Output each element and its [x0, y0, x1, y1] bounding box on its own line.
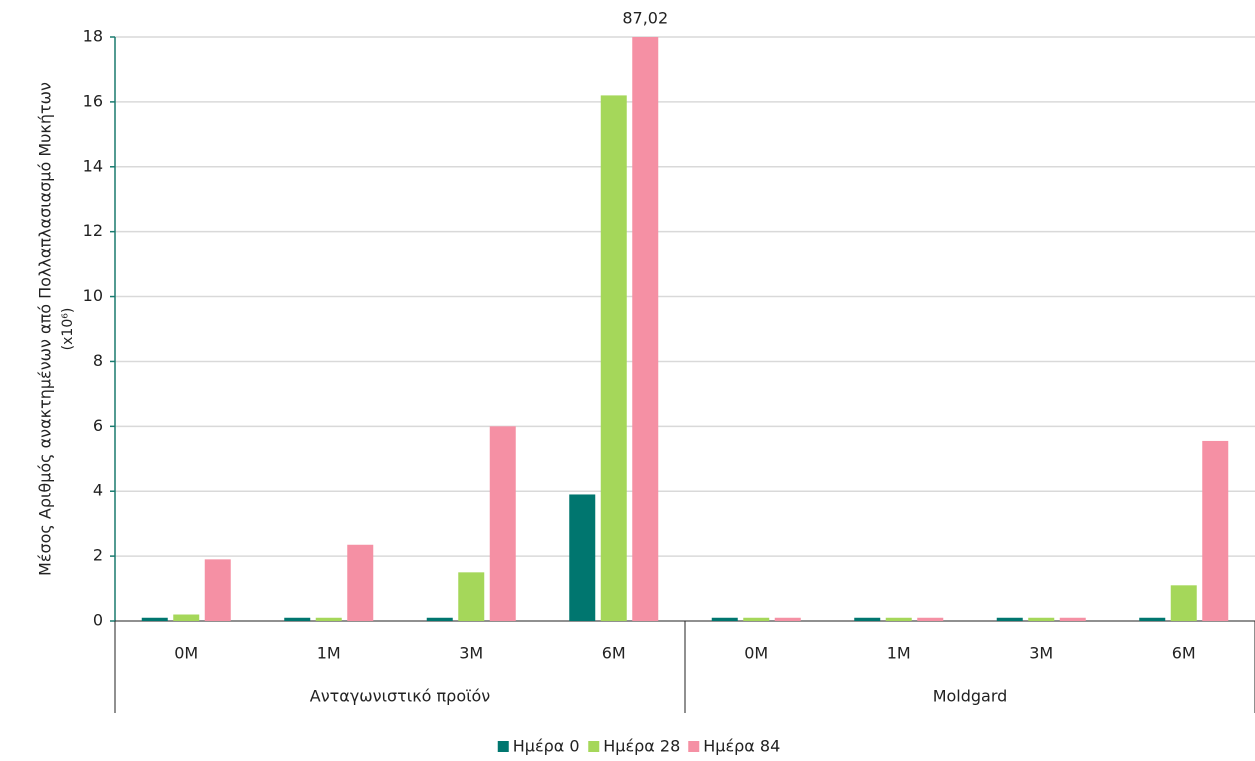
legend-label: Ημέρα 28 — [603, 737, 680, 756]
bar — [489, 426, 516, 621]
x-tick-label: 1M — [887, 644, 911, 663]
bar — [1202, 440, 1229, 621]
y-tick-label: 4 — [93, 481, 103, 500]
bar — [711, 617, 738, 621]
y-tick-label: 12 — [83, 221, 103, 240]
bar — [426, 617, 453, 621]
y-tick-label: 10 — [83, 286, 103, 305]
bar — [917, 617, 944, 621]
bar — [996, 617, 1023, 621]
bar — [1170, 585, 1197, 621]
legend-swatch — [497, 741, 509, 752]
bars — [141, 37, 1229, 621]
bar — [774, 617, 801, 621]
legend-swatch — [588, 741, 600, 752]
legend-label: Ημέρα 0 — [513, 737, 580, 756]
bar — [632, 37, 659, 621]
bar — [315, 617, 342, 621]
bar — [885, 617, 912, 621]
bar — [347, 544, 374, 621]
y-tick-label: 14 — [83, 156, 103, 175]
bar — [569, 494, 596, 621]
bar — [743, 617, 770, 621]
y-tick-label: 8 — [93, 351, 103, 370]
y-axis-label: Μέσος Αριθμός ανακτημένων από Πολλαπλασι… — [36, 82, 55, 576]
x-tick-label: 3M — [1029, 644, 1053, 663]
x-tick-label: 1M — [317, 644, 341, 663]
group-label: Moldgard — [933, 687, 1008, 706]
x-tick-label: 0M — [744, 644, 768, 663]
y-axis-label: (x10⁶) — [60, 308, 76, 351]
bar — [141, 617, 168, 621]
bar — [204, 559, 231, 621]
bar — [458, 572, 485, 621]
bar — [284, 617, 311, 621]
bar — [1139, 617, 1166, 621]
x-tick-label: 0M — [174, 644, 198, 663]
x-tick-label: 6M — [602, 644, 626, 663]
legend-swatch — [688, 741, 700, 752]
y-tick-label: 18 — [83, 27, 103, 46]
bar — [173, 614, 200, 621]
bar — [600, 95, 627, 621]
y-tick-label: 2 — [93, 546, 103, 565]
y-tick-label: 0 — [93, 611, 103, 630]
legend-label: Ημέρα 84 — [703, 737, 780, 756]
y-tick-label: 16 — [83, 91, 103, 110]
value-label: 87,02 — [622, 9, 668, 28]
y-tick-label: 6 — [93, 416, 103, 435]
group-label: Ανταγωνιστικό προϊόν — [310, 687, 491, 706]
bar — [1059, 617, 1086, 621]
x-tick-label: 6M — [1172, 644, 1196, 663]
bar — [1028, 617, 1055, 621]
x-tick-label: 3M — [459, 644, 483, 663]
bar — [854, 617, 881, 621]
